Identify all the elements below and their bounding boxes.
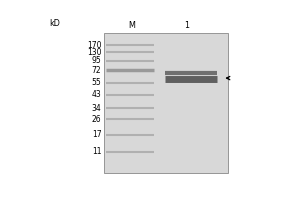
- Text: 17: 17: [92, 130, 101, 139]
- Text: 130: 130: [87, 48, 101, 57]
- Text: 34: 34: [92, 104, 101, 113]
- Text: 1: 1: [184, 21, 189, 30]
- Text: M: M: [128, 21, 135, 30]
- Text: 55: 55: [92, 78, 101, 87]
- Text: 72: 72: [92, 66, 101, 75]
- Text: kD: kD: [49, 19, 60, 28]
- Text: 11: 11: [92, 147, 101, 156]
- Text: 43: 43: [92, 90, 101, 99]
- FancyBboxPatch shape: [104, 33, 228, 173]
- Text: 26: 26: [92, 115, 101, 124]
- Text: 95: 95: [92, 56, 101, 65]
- Text: 170: 170: [87, 41, 101, 50]
